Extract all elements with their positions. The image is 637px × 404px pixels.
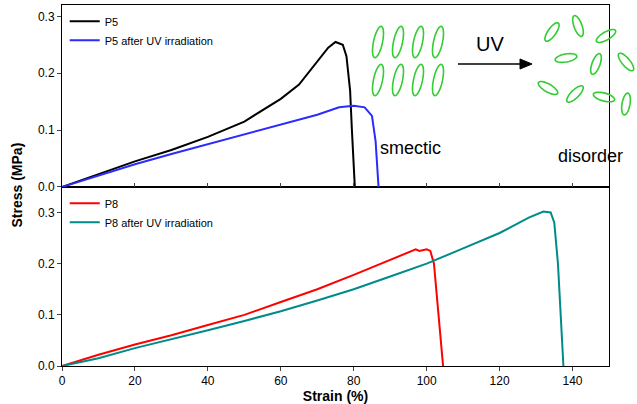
svg-text:0.0: 0.0 (38, 359, 55, 373)
svg-text:0.2: 0.2 (38, 257, 55, 271)
svg-text:60: 60 (274, 374, 288, 388)
svg-text:P5: P5 (105, 16, 118, 28)
svg-text:0.2: 0.2 (38, 66, 55, 80)
svg-text:0.3: 0.3 (38, 206, 55, 220)
svg-text:P8 after UV irradiation: P8 after UV irradiation (105, 217, 213, 229)
svg-text:0: 0 (59, 374, 66, 388)
svg-text:0.1: 0.1 (38, 308, 55, 322)
svg-text:140: 140 (563, 374, 583, 388)
svg-text:120: 120 (490, 374, 510, 388)
svg-text:Strain (%): Strain (%) (303, 388, 368, 404)
svg-text:P8: P8 (105, 198, 118, 210)
svg-text:40: 40 (201, 374, 215, 388)
svg-text:100: 100 (417, 374, 437, 388)
svg-text:0.0: 0.0 (38, 180, 55, 194)
svg-text:0.1: 0.1 (38, 123, 55, 137)
svg-text:80: 80 (347, 374, 361, 388)
svg-text:UV: UV (476, 33, 504, 55)
svg-text:smectic: smectic (380, 138, 441, 158)
svg-text:disorder: disorder (558, 146, 623, 166)
svg-text:Stress (MPa): Stress (MPa) (9, 143, 25, 228)
svg-text:P5 after UV irradiation: P5 after UV irradiation (105, 35, 213, 47)
svg-text:0.3: 0.3 (38, 10, 55, 24)
svg-text:20: 20 (128, 374, 142, 388)
